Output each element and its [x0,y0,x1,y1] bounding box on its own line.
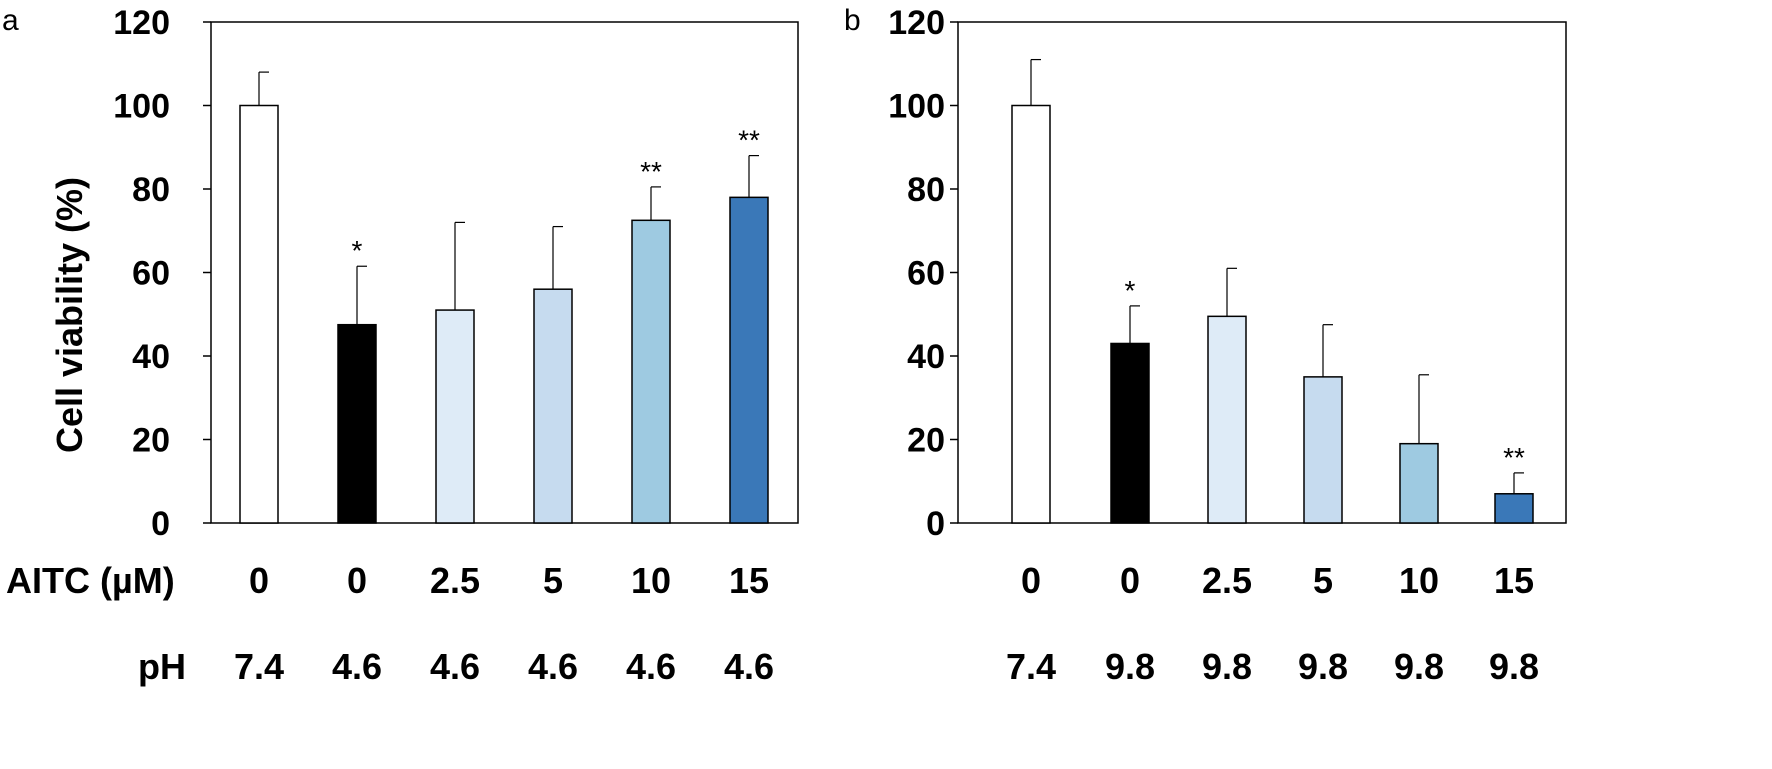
x-label-ph: 4.6 [430,646,480,687]
panel-a-label: a [2,4,19,37]
panel-b-y-axis: 0 20 40 60 80 100 120 [888,4,958,543]
x-label-aitc: 5 [1313,560,1333,601]
bar [1399,442,1439,524]
x-label-aitc: 2.5 [430,560,480,601]
error-bar [552,225,563,290]
error-bar [748,155,759,198]
y-tick-label: 20 [907,422,945,460]
panel-b-x-axis-labels: 0 0 2.5 5 10 15 7.4 9.8 9.8 9.8 9.8 9.8 [1006,560,1539,687]
bar [337,323,377,524]
x-label-ph: 4.6 [724,646,774,687]
y-tick-label: 40 [132,338,170,376]
y-tick-label: 20 [132,422,170,460]
y-tick-label: 100 [888,88,945,126]
y-tick-label: 60 [132,255,170,293]
x-label-aitc: 0 [249,560,269,601]
x-label-aitc: 0 [347,560,367,601]
panel-a-ylabel: Cell viability (%) [49,177,90,453]
error-bar [1030,58,1041,106]
y-tick-label: 60 [907,255,945,293]
error-bar [1418,374,1429,444]
x-label-ph: 4.6 [332,646,382,687]
y-tick-label: 40 [907,338,945,376]
error-bar [1226,267,1237,317]
error-bar [356,265,367,325]
x-label-ph: 4.6 [626,646,676,687]
y-tick-label: 100 [113,88,170,126]
panel-a-aitc-row-label: AITC (µM) [6,560,175,601]
x-label-aitc: 15 [1494,560,1534,601]
x-label-ph: 7.4 [1006,646,1056,687]
y-tick-label: 0 [151,505,170,543]
significance-marker: ** [738,125,760,156]
error-bar [454,221,465,311]
error-bar [1322,324,1333,377]
significance-marker: * [1125,275,1136,306]
y-tick-label: 80 [132,171,170,209]
x-label-ph: 9.8 [1298,646,1348,687]
bar [1110,342,1150,524]
error-bar [650,186,661,221]
y-tick-label: 80 [907,171,945,209]
panel-a-ph-row-label: pH [138,646,186,687]
bar [239,104,279,524]
x-label-ph: 4.6 [528,646,578,687]
bar [1011,104,1051,524]
error-bar [258,71,269,106]
bar [1207,315,1247,524]
x-label-ph: 9.8 [1394,646,1444,687]
x-label-aitc: 10 [1399,560,1439,601]
panel-a-y-axis: 0 20 40 60 80 100 120 [113,4,211,543]
error-bar [1513,472,1524,494]
x-label-aitc: 10 [631,560,671,601]
x-label-ph: 9.8 [1202,646,1252,687]
y-tick-label: 120 [113,4,170,42]
significance-marker: * [352,235,363,266]
x-label-aitc: 0 [1120,560,1140,601]
x-label-ph: 9.8 [1105,646,1155,687]
bar [631,219,671,524]
bar [435,309,475,524]
y-tick-label: 120 [888,4,945,42]
bar [1494,493,1534,524]
panel-a-plot-frame [210,21,799,524]
x-label-ph: 7.4 [234,646,284,687]
panel-a-bars: ***** [239,71,769,524]
bar [729,196,769,524]
bar [1303,376,1343,524]
significance-marker: ** [640,156,662,187]
panel-b-bars: *** [1011,58,1534,524]
panel-a-x-axis-labels: 0 0 2.5 5 10 15 7.4 4.6 4.6 4.6 4.6 4.6 [234,560,774,687]
x-label-aitc: 2.5 [1202,560,1252,601]
x-label-aitc: 15 [729,560,769,601]
bar [533,288,573,524]
x-label-aitc: 5 [543,560,563,601]
significance-marker: ** [1503,442,1525,473]
panel-b-label: b [844,4,861,37]
y-tick-label: 0 [926,505,945,543]
x-label-ph: 9.8 [1489,646,1539,687]
x-label-aitc: 0 [1021,560,1041,601]
error-bar [1129,305,1140,344]
